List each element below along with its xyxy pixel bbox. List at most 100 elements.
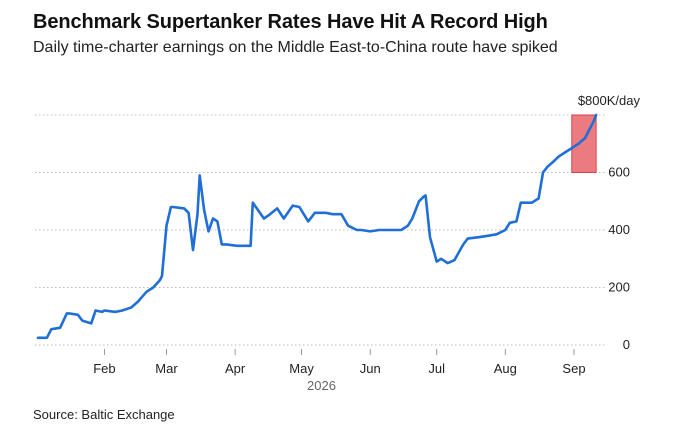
data-point <box>389 229 391 231</box>
data-point <box>46 337 48 339</box>
data-point <box>212 217 214 220</box>
data-point <box>283 217 285 220</box>
data-point <box>196 213 199 215</box>
x-tick-label: Sep <box>562 361 585 376</box>
data-point <box>520 202 522 204</box>
data-point <box>192 249 194 251</box>
data-point <box>531 202 533 204</box>
data-point <box>593 120 595 122</box>
data-point <box>436 261 438 263</box>
data-point <box>90 322 92 325</box>
data-point <box>440 258 442 260</box>
data-point <box>478 236 480 238</box>
data-point <box>467 238 469 240</box>
data-point <box>422 196 424 198</box>
data-point <box>247 245 250 247</box>
data-point <box>571 147 573 149</box>
year-label: 2026 <box>307 378 336 393</box>
data-point <box>50 328 52 330</box>
data-point <box>245 245 247 247</box>
data-point <box>453 259 455 261</box>
data-point <box>267 215 269 217</box>
data-point <box>411 217 413 220</box>
data-point <box>114 311 117 313</box>
data-point <box>557 156 560 158</box>
data-point <box>199 174 201 176</box>
data-point <box>588 128 591 130</box>
data-point <box>172 206 174 208</box>
source-note: Source: Baltic Exchange <box>33 407 175 422</box>
data-point <box>418 200 420 202</box>
data-point <box>183 207 185 210</box>
data-point <box>59 327 61 329</box>
data-point <box>66 312 68 314</box>
axis-labels: 0 200 400 600 $800K/day Feb Mar Apr May Jun Jul Aug… <box>93 93 641 393</box>
data-point <box>161 275 163 277</box>
data-point <box>165 225 168 227</box>
data-point <box>462 243 464 245</box>
series-line <box>36 113 598 340</box>
x-tick-label: Feb <box>93 361 115 376</box>
chart-title: Benchmark Supertanker Rates Have Hit A R… <box>33 11 548 33</box>
x-tick-label: May <box>289 361 314 376</box>
data-point <box>68 312 70 314</box>
data-point <box>203 209 205 211</box>
data-point <box>170 206 172 208</box>
data-point <box>225 243 227 245</box>
data-point <box>447 262 449 264</box>
data-point <box>37 337 39 339</box>
y-tick-label: 400 <box>608 222 630 237</box>
data-point <box>216 220 219 222</box>
y-tick-label: 600 <box>608 165 630 180</box>
x-tick-label: Aug <box>494 361 517 376</box>
x-tick-label: Jun <box>360 361 381 376</box>
data-point <box>307 220 309 222</box>
data-point <box>340 213 343 215</box>
data-point <box>252 202 254 204</box>
data-point <box>207 230 210 233</box>
data-point <box>347 225 349 227</box>
data-point <box>542 171 544 174</box>
data-point <box>221 243 223 245</box>
data-point <box>101 311 103 313</box>
data-point <box>130 307 132 309</box>
data-point <box>429 236 431 238</box>
data-point <box>553 160 555 162</box>
data-point <box>276 207 278 210</box>
data-point <box>504 229 506 231</box>
data-point <box>564 151 566 153</box>
data-point <box>331 213 334 215</box>
data-point <box>250 245 252 247</box>
data-point <box>152 286 154 289</box>
y-tick-label: $800K/day <box>578 93 641 108</box>
data-point <box>145 291 148 293</box>
data-point <box>263 217 265 220</box>
data-point <box>546 166 549 168</box>
data-point <box>292 204 294 207</box>
data-point <box>515 220 518 222</box>
x-tick-label: Mar <box>155 361 178 376</box>
data-point <box>378 229 380 231</box>
data-point <box>121 309 123 312</box>
data-point <box>487 235 489 237</box>
data-point <box>424 194 427 197</box>
y-tick-label: 0 <box>623 337 630 352</box>
data-point <box>400 229 402 231</box>
data-point <box>495 233 498 235</box>
data-point <box>360 229 362 231</box>
data-point <box>369 230 371 233</box>
data-point <box>103 309 106 312</box>
data-point <box>526 202 529 204</box>
data-point <box>314 212 316 214</box>
y-tick-label: 200 <box>608 280 630 295</box>
data-point <box>407 225 409 227</box>
data-point <box>188 212 190 214</box>
series-group <box>36 113 598 340</box>
data-point <box>509 222 511 224</box>
chart-subtitle: Daily time-charter earnings on the Middl… <box>33 39 558 56</box>
data-point <box>298 206 300 208</box>
data-point <box>325 212 327 214</box>
data-point <box>595 114 597 116</box>
data-point <box>77 314 79 316</box>
data-point <box>159 279 161 281</box>
